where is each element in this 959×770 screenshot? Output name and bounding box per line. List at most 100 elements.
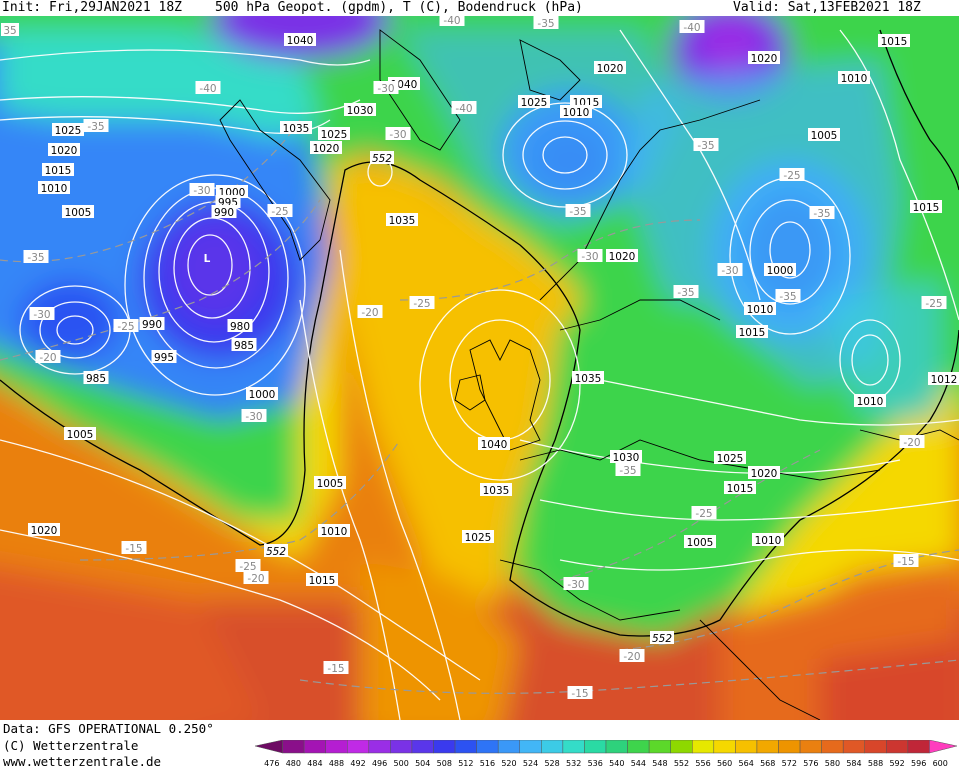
svg-text:-35: -35 [779, 291, 796, 303]
svg-text:-15: -15 [327, 663, 344, 675]
pressure-label: 1035 [386, 213, 418, 227]
svg-text:-15: -15 [571, 688, 588, 700]
svg-text:1010: 1010 [563, 107, 590, 119]
svg-text:-35: -35 [619, 465, 636, 477]
legend-tick-label: 484 [307, 759, 322, 768]
geopotential-label: 552 [650, 631, 674, 645]
svg-text:1015: 1015 [913, 202, 940, 214]
svg-text:-15: -15 [897, 556, 914, 568]
pressure-label: 1010 [318, 524, 350, 538]
pressure-label: 1000 [246, 387, 278, 401]
pressure-label: 1025 [462, 530, 494, 544]
legend-swatch [778, 740, 801, 754]
legend-tick-label: 492 [350, 759, 365, 768]
svg-text:980: 980 [230, 321, 250, 333]
svg-text:-35: -35 [569, 206, 586, 218]
pressure-label: 1035 [280, 121, 312, 135]
svg-text:-30: -30 [581, 251, 598, 263]
legend-swatch [541, 740, 564, 754]
pressure-label: 1020 [310, 141, 342, 155]
temperature-label: -30 [373, 81, 399, 95]
legend-tick-label: 520 [501, 759, 516, 768]
svg-text:-20: -20 [903, 437, 920, 449]
legend-tick-label: 528 [544, 759, 559, 768]
temperature-label: -30 [241, 409, 267, 423]
pressure-label: 1005 [808, 128, 840, 142]
svg-text:1015: 1015 [727, 483, 754, 495]
svg-text:-20: -20 [39, 352, 56, 364]
temperature-label: -20 [35, 350, 61, 364]
svg-text:-30: -30 [567, 579, 584, 591]
pressure-label: 1005 [314, 476, 346, 490]
svg-text:1030: 1030 [347, 105, 374, 117]
pressure-label: 1020 [606, 249, 638, 263]
legend-swatch [864, 740, 887, 754]
legend-tick-label: 516 [480, 759, 495, 768]
color-scale-legend: 476 480 484 488 492 496 500 504 508 512 516 520 524 5… [254, 740, 958, 768]
legend-swatch [254, 740, 283, 754]
svg-text:1010: 1010 [41, 183, 68, 195]
svg-text:35: 35 [3, 25, 16, 37]
pressure-label: 1020 [28, 523, 60, 537]
map-header: Init: Fri,29JAN2021 18Z 500 hPa Geopot. … [0, 0, 959, 16]
pressure-label: 1025 [518, 95, 550, 109]
geopotential-color-field [0, 16, 959, 720]
legend-tick-label: 556 [695, 759, 710, 768]
svg-text:1020: 1020 [597, 63, 624, 75]
pressure-label: 1030 [610, 450, 642, 464]
init-time: Init: Fri,29JAN2021 18Z [2, 0, 183, 15]
legend-swatch [584, 740, 607, 754]
legend-swatch [756, 740, 779, 754]
svg-text:-35: -35 [27, 252, 44, 264]
legend-swatch [347, 740, 370, 754]
pressure-label: 1020 [594, 61, 626, 75]
temperature-label: -20 [243, 571, 269, 585]
geopotential-labels: 552 552 552 [264, 151, 674, 645]
pressure-label: 990 [139, 317, 165, 331]
svg-text:-25: -25 [925, 298, 942, 310]
temperature-label: 35 [1, 23, 19, 37]
weather-map: 1040 1025 1020 1015 1010 1005 1000 995 990 990 980… [0, 16, 959, 720]
temperature-label: -25 [267, 204, 293, 218]
temperature-label: -25 [235, 559, 261, 573]
temperature-label: -30 [717, 263, 743, 277]
legend-tick-label: 532 [566, 759, 581, 768]
svg-text:-25: -25 [239, 561, 256, 573]
temperature-label: -25 [921, 296, 947, 310]
pressure-label: 980 [227, 319, 253, 333]
svg-text:1010: 1010 [857, 396, 884, 408]
temperature-label: -15 [121, 541, 147, 555]
svg-text:552: 552 [652, 633, 672, 645]
temperature-label: -15 [323, 661, 349, 675]
temperature-label: -25 [409, 296, 435, 310]
legend-tick-label: 536 [588, 759, 603, 768]
legend-swatch [735, 740, 758, 754]
pressure-label: 1010 [854, 394, 886, 408]
legend-swatch [519, 740, 542, 754]
svg-text:1015: 1015 [739, 327, 766, 339]
pressure-label: 1015 [724, 481, 756, 495]
pressure-label: 1015 [878, 34, 910, 48]
svg-text:985: 985 [234, 340, 254, 352]
legend-swatch [303, 740, 326, 754]
temperature-label: -35 [809, 206, 835, 220]
valid-time: Valid: Sat,13FEB2021 18Z [733, 0, 921, 15]
svg-text:1020: 1020 [313, 143, 340, 155]
svg-text:-40: -40 [443, 16, 460, 27]
svg-text:1015: 1015 [309, 575, 336, 587]
svg-text:1015: 1015 [881, 36, 908, 48]
temperature-label: -40 [679, 20, 705, 34]
legend-tick-label: 572 [782, 759, 797, 768]
svg-text:1010: 1010 [321, 526, 348, 538]
legend-tick-label: 548 [652, 759, 667, 768]
svg-text:1005: 1005 [317, 478, 344, 490]
svg-text:1020: 1020 [609, 251, 636, 263]
contour-552 [0, 29, 959, 637]
svg-text:1012: 1012 [931, 374, 958, 386]
geopotential-label: 552 [370, 151, 394, 165]
temperature-label: -40 [439, 16, 465, 27]
legend-swatch [929, 740, 958, 754]
temperature-label: -25 [113, 319, 139, 333]
svg-text:1005: 1005 [811, 130, 838, 142]
svg-text:1035: 1035 [483, 485, 510, 497]
